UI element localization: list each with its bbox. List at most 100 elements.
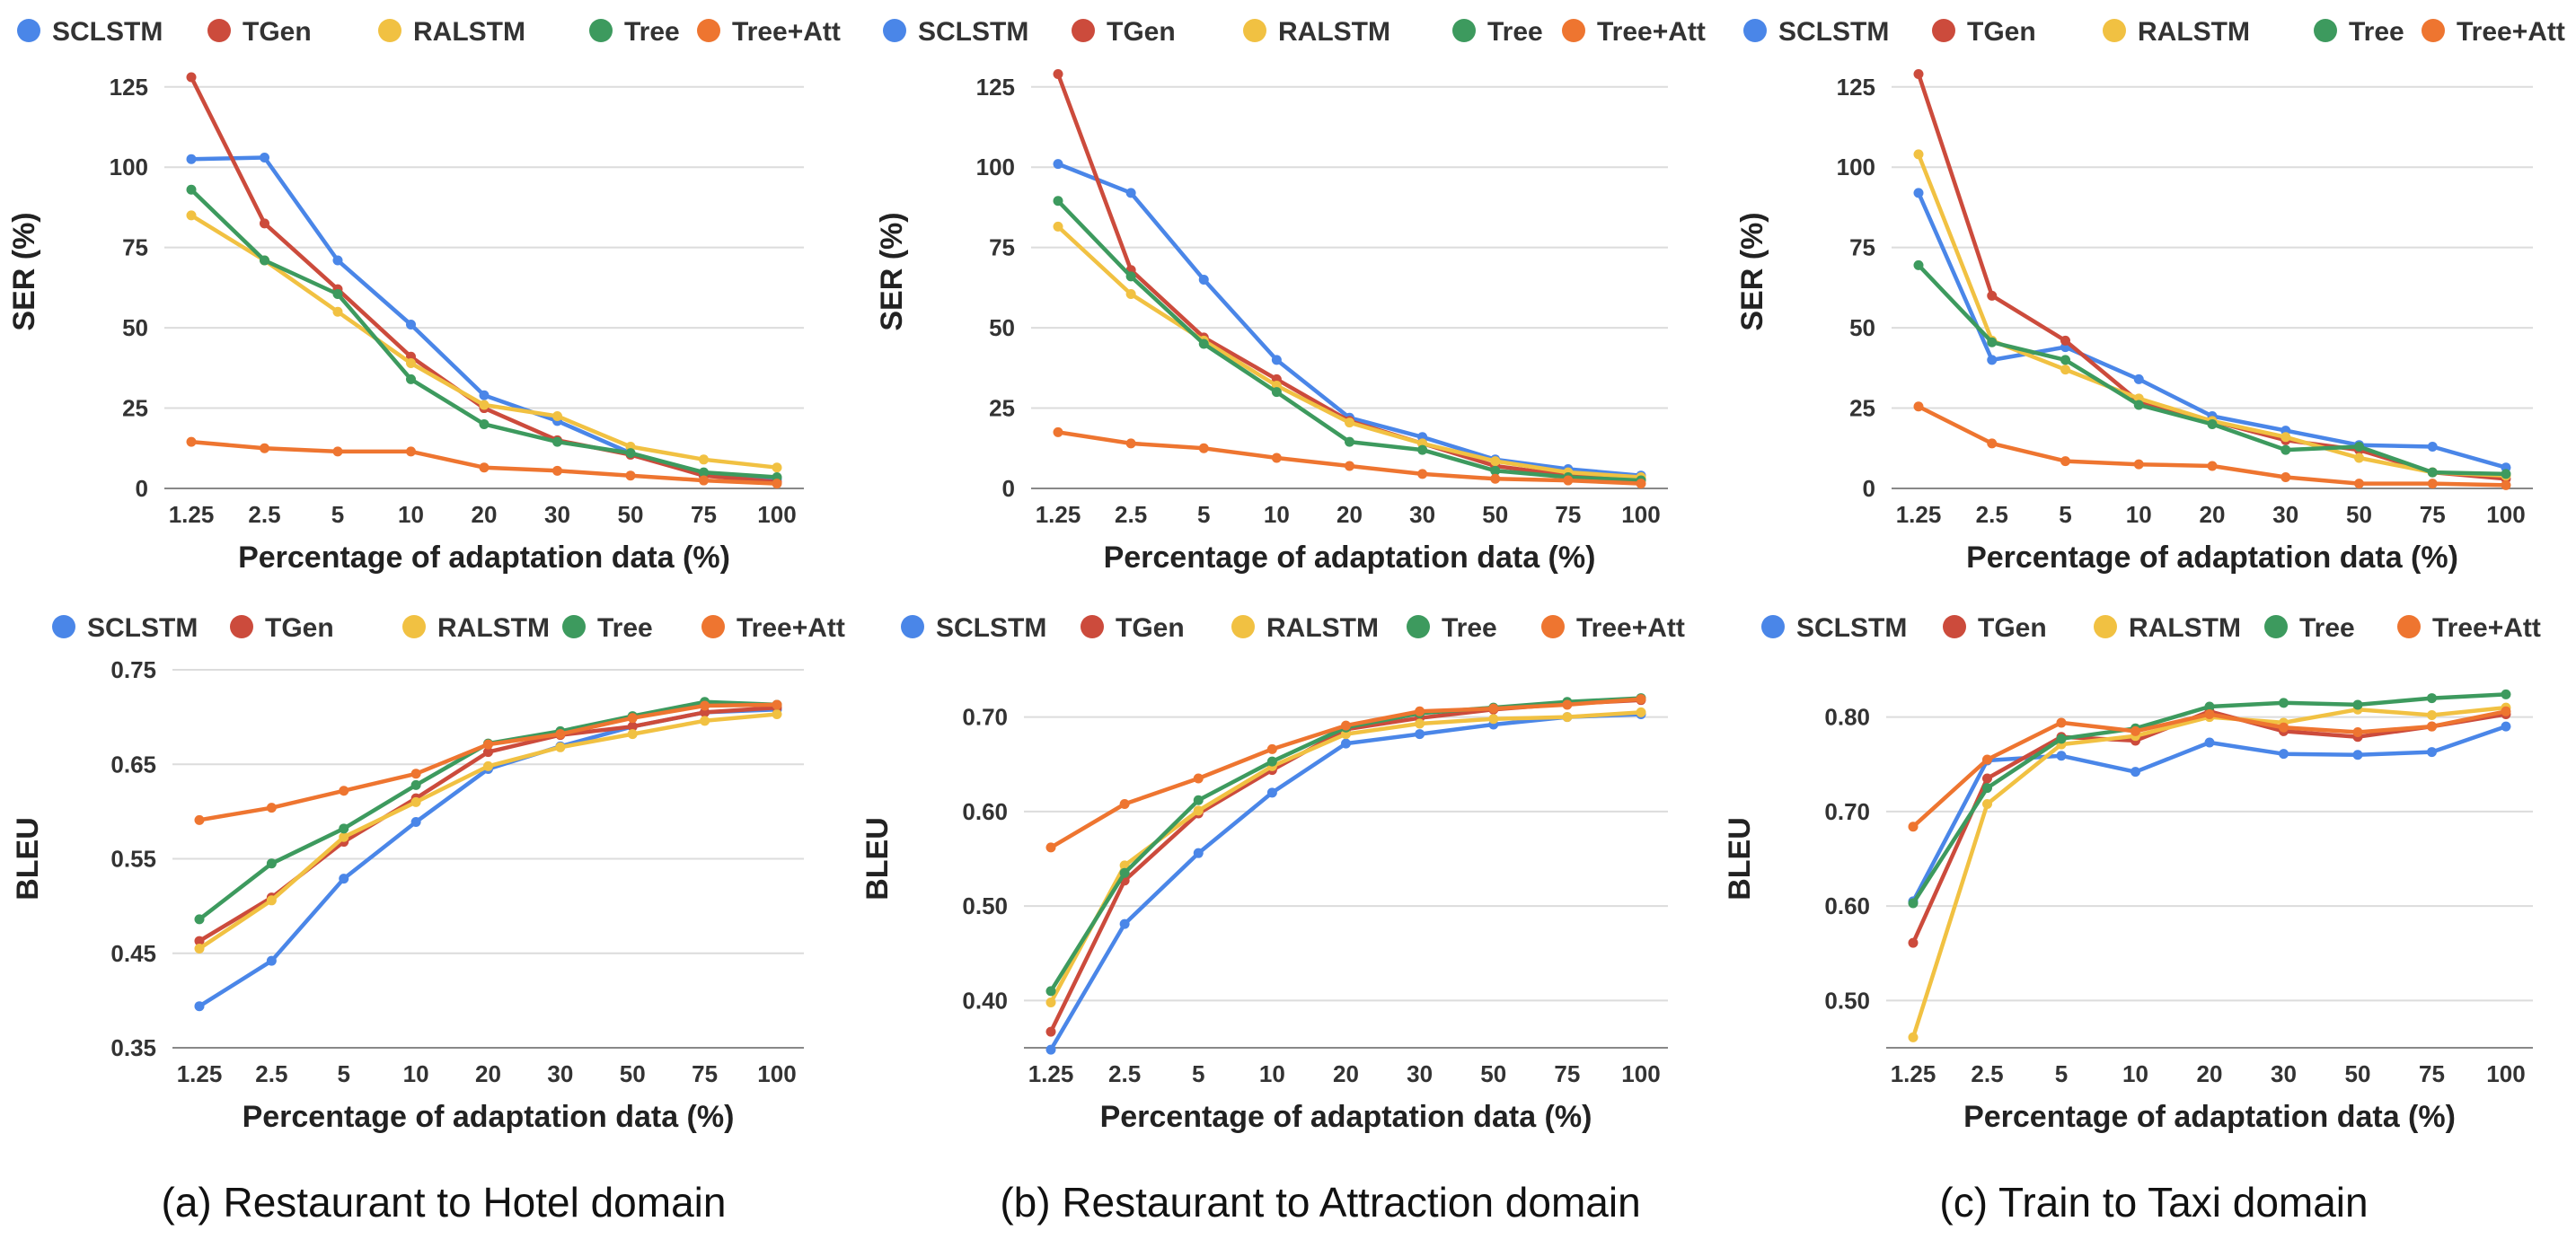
data-point	[1415, 718, 1425, 729]
x-tick-label: 30	[2271, 1060, 2297, 1087]
legend-label: SCLSTM	[918, 17, 1028, 47]
y-axis-title: BLEU	[11, 817, 45, 901]
legend-item: TGen	[1081, 613, 1185, 643]
data-point	[552, 465, 562, 476]
x-tick-label: 5	[338, 1060, 350, 1087]
series-tree-att	[1053, 426, 1646, 489]
legend-label: Tree+Att	[737, 613, 845, 643]
data-point	[1193, 795, 1204, 805]
legend-marker	[1407, 615, 1430, 638]
legend-marker	[2103, 19, 2126, 42]
y-axis-title: BLEU	[860, 817, 895, 901]
x-tick-label: 100	[2486, 501, 2525, 528]
legend-marker	[1743, 19, 1767, 42]
data-point	[1045, 842, 1056, 853]
data-point	[1193, 773, 1204, 784]
legend-label: Tree	[624, 17, 680, 47]
x-tick-label: 30	[1409, 501, 1435, 528]
y-tick-label: 0.80	[1824, 704, 1870, 731]
data-point	[194, 814, 205, 825]
legend-item: RALSTM	[1231, 613, 1379, 643]
legend-label: SCLSTM	[87, 613, 198, 643]
y-axis-title: SER (%)	[1735, 212, 1769, 330]
data-point	[1636, 479, 1646, 489]
data-point	[186, 72, 197, 83]
x-tick-label: 20	[472, 501, 498, 528]
data-point	[1193, 848, 1204, 858]
data-point	[1119, 798, 1130, 809]
series-sclstm	[1913, 188, 2511, 473]
data-point	[186, 184, 197, 195]
x-tick-label: 2.5	[248, 501, 280, 528]
data-point	[2204, 708, 2215, 719]
legend-label: RALSTM	[413, 17, 525, 47]
data-point	[627, 721, 638, 732]
data-point	[552, 411, 562, 421]
x-axis-title: Percentage of adaptation data (%)	[1104, 541, 1596, 575]
y-tick-label: 50	[1849, 314, 1875, 341]
data-point	[194, 943, 205, 954]
x-tick-label: 30	[1407, 1060, 1433, 1087]
x-tick-label: 10	[1259, 1060, 1285, 1087]
data-point	[1045, 997, 1056, 1007]
legend-label: Tree	[1442, 613, 1497, 643]
legend-label: SCLSTM	[1778, 17, 1889, 47]
data-point	[1415, 729, 1425, 740]
data-point	[699, 467, 709, 478]
y-tick-label: 0.50	[1824, 987, 1870, 1014]
data-point	[339, 874, 349, 884]
legend-marker	[207, 19, 231, 42]
data-point	[2280, 471, 2291, 482]
data-point	[699, 454, 709, 465]
data-point	[2060, 456, 2070, 467]
x-axis-title: Percentage of adaptation data (%)	[243, 1100, 735, 1134]
data-point	[483, 760, 493, 771]
series-sclstm	[1045, 708, 1646, 1055]
data-point	[1908, 937, 1919, 948]
data-point	[2133, 459, 2144, 470]
x-tick-label: 10	[403, 1060, 429, 1087]
legend-item: RALSTM	[378, 17, 525, 47]
y-tick-label: 0.35	[110, 1034, 156, 1061]
data-point	[339, 823, 349, 834]
legend-label: Tree+Att	[2432, 613, 2541, 643]
y-tick-label: 0.75	[110, 656, 156, 683]
y-axis-title: BLEU	[1723, 817, 1757, 901]
chart-c-ser: 0 25 50 75 100 125 1.25 2.5 5 10 20 30 50 75 100 Percen…	[1735, 17, 2565, 575]
data-point	[260, 443, 269, 453]
legend-label: Tree+Att	[1597, 17, 1706, 47]
data-point	[186, 210, 197, 221]
legend-marker	[883, 19, 906, 42]
y-tick-label: 0.50	[962, 892, 1008, 919]
y-tick-label: 0.65	[110, 751, 156, 778]
legend-label: TGen	[1967, 17, 2036, 47]
series-tree-att	[1045, 694, 1646, 853]
legend-item: SCLSTM	[17, 17, 163, 47]
data-point	[410, 769, 421, 779]
data-point	[2133, 374, 2144, 384]
data-point	[2501, 721, 2511, 732]
x-tick-label: 20	[1337, 501, 1363, 528]
data-point	[1987, 290, 1998, 301]
data-point	[406, 446, 416, 457]
data-point	[2280, 432, 2291, 443]
y-tick-label: 0	[136, 475, 148, 502]
series-line	[189, 155, 780, 481]
series-ralstm	[186, 210, 782, 473]
x-tick-label: 50	[1482, 501, 1508, 528]
data-point	[332, 289, 343, 300]
data-point	[1636, 707, 1646, 717]
legend-item: TGen	[1943, 613, 2047, 643]
legend-label: RALSTM	[1278, 17, 1390, 47]
legend-item: Tree	[562, 613, 653, 643]
series-ralstm	[194, 708, 782, 954]
y-axis-title: SER (%)	[7, 212, 41, 330]
legend-marker	[901, 615, 924, 638]
data-point	[1417, 444, 1428, 455]
data-point	[410, 816, 421, 827]
legend-marker	[378, 19, 401, 42]
legend-label: RALSTM	[2129, 613, 2241, 643]
series-tree-att	[1908, 706, 2511, 832]
x-tick-label: 30	[544, 501, 570, 528]
